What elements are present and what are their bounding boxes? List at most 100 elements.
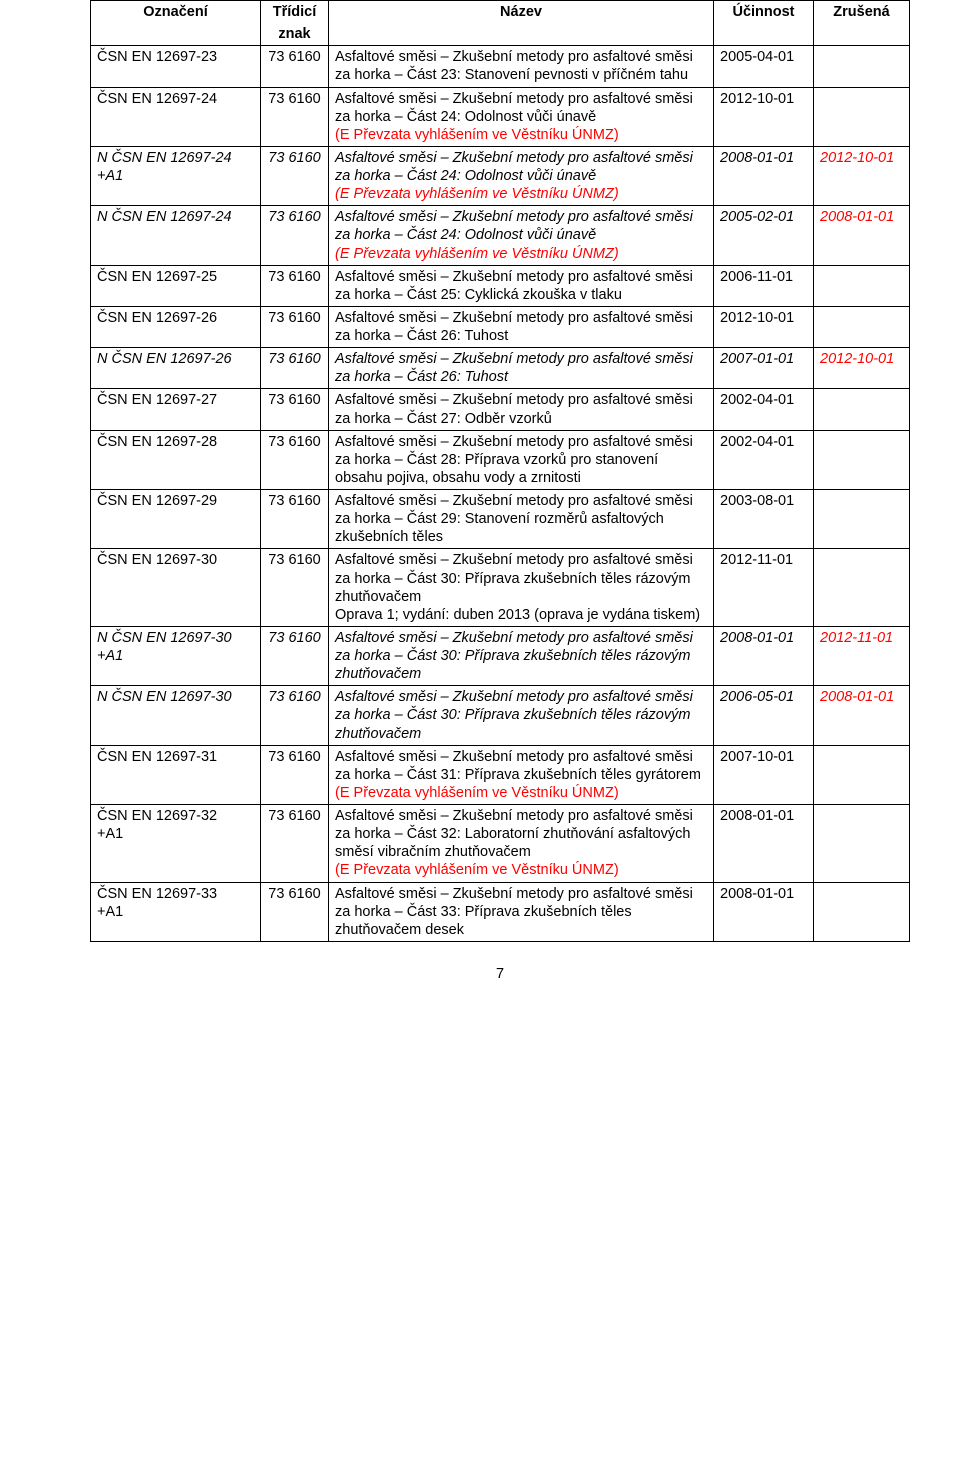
nazev-red-suffix: (E Převzata vyhlášením ve Věstníku ÚNMZ): [335, 246, 619, 262]
cell-tridici-znak: 73 6160: [261, 87, 329, 146]
nazev-text: Asfaltové směsi – Zkušební metody pro as…: [335, 630, 693, 682]
cell-tridici-znak: 73 6160: [261, 206, 329, 265]
cell-zrusena: [814, 87, 910, 146]
header-row-1: Označení Třídicí Název Účinnost Zrušená: [91, 1, 910, 24]
cell-zrusena: 2008-01-01: [814, 686, 910, 745]
nazev-text: Asfaltové směsi – Zkušební metody pro as…: [335, 310, 693, 344]
table-row: N ČSN EN 12697-2673 6160Asfaltové směsi …: [91, 348, 910, 389]
cell-nazev: Asfaltové směsi – Zkušební metody pro as…: [329, 805, 714, 883]
cell-tridici-znak: 73 6160: [261, 626, 329, 685]
nazev-text: Asfaltové směsi – Zkušební metody pro as…: [335, 269, 693, 303]
cell-ucinnost: 2012-10-01: [714, 87, 814, 146]
cell-oznaceni: N ČSN EN 12697-30 +A1: [91, 626, 261, 685]
nazev-text: Asfaltové směsi – Zkušební metody pro as…: [335, 150, 693, 184]
cell-zrusena: 2012-10-01: [814, 146, 910, 205]
cell-nazev: Asfaltové směsi – Zkušební metody pro as…: [329, 430, 714, 489]
cell-tridici-znak: 73 6160: [261, 430, 329, 489]
cell-zrusena: [814, 46, 910, 87]
header-tridici-1: Třídicí: [261, 1, 329, 24]
cell-tridici-znak: 73 6160: [261, 490, 329, 549]
cell-oznaceni: ČSN EN 12697-32 +A1: [91, 805, 261, 883]
cell-nazev: Asfaltové směsi – Zkušební metody pro as…: [329, 46, 714, 87]
cell-nazev: Asfaltové směsi – Zkušební metody pro as…: [329, 882, 714, 941]
cell-ucinnost: 2007-01-01: [714, 348, 814, 389]
table-head: Označení Třídicí Název Účinnost Zrušená …: [91, 1, 910, 46]
cell-oznaceni: N ČSN EN 12697-24: [91, 206, 261, 265]
nazev-red-suffix: (E Převzata vyhlášením ve Věstníku ÚNMZ): [335, 127, 619, 143]
page-number: 7: [90, 966, 910, 982]
cell-nazev: Asfaltové směsi – Zkušební metody pro as…: [329, 306, 714, 347]
cell-ucinnost: 2002-04-01: [714, 430, 814, 489]
cell-tridici-znak: 73 6160: [261, 146, 329, 205]
cell-tridici-znak: 73 6160: [261, 549, 329, 627]
table-row: N ČSN EN 12697-30 +A173 6160Asfaltové sm…: [91, 626, 910, 685]
cell-ucinnost: 2005-02-01: [714, 206, 814, 265]
cell-oznaceni: N ČSN EN 12697-30: [91, 686, 261, 745]
table-row: ČSN EN 12697-3073 6160Asfaltové směsi – …: [91, 549, 910, 627]
header-tridici-2: znak: [261, 23, 329, 46]
cell-zrusena: 2008-01-01: [814, 206, 910, 265]
cell-tridici-znak: 73 6160: [261, 389, 329, 430]
cell-oznaceni: N ČSN EN 12697-24 +A1: [91, 146, 261, 205]
header-zrusena: Zrušená: [814, 1, 910, 46]
cell-ucinnost: 2005-04-01: [714, 46, 814, 87]
cell-tridici-znak: 73 6160: [261, 306, 329, 347]
header-ucinnost: Účinnost: [714, 1, 814, 46]
nazev-text: Asfaltové směsi – Zkušební metody pro as…: [335, 209, 693, 243]
cell-zrusena: 2012-11-01: [814, 626, 910, 685]
cell-oznaceni: ČSN EN 12697-29: [91, 490, 261, 549]
cell-nazev: Asfaltové směsi – Zkušební metody pro as…: [329, 490, 714, 549]
cell-zrusena: [814, 549, 910, 627]
cell-ucinnost: 2006-11-01: [714, 265, 814, 306]
table-row: ČSN EN 12697-33 +A173 6160Asfaltové směs…: [91, 882, 910, 941]
cell-zrusena: [814, 265, 910, 306]
cell-ucinnost: 2002-04-01: [714, 389, 814, 430]
cell-ucinnost: 2008-01-01: [714, 882, 814, 941]
cell-nazev: Asfaltové směsi – Zkušební metody pro as…: [329, 686, 714, 745]
cell-ucinnost: 2008-01-01: [714, 146, 814, 205]
table-row: ČSN EN 12697-3173 6160Asfaltové směsi – …: [91, 745, 910, 804]
nazev-red-suffix: (E Převzata vyhlášením ve Věstníku ÚNMZ): [335, 862, 619, 878]
cell-nazev: Asfaltové směsi – Zkušební metody pro as…: [329, 146, 714, 205]
cell-oznaceni: ČSN EN 12697-24: [91, 87, 261, 146]
nazev-text: Asfaltové směsi – Zkušební metody pro as…: [335, 808, 693, 860]
cell-oznaceni: ČSN EN 12697-30: [91, 549, 261, 627]
cell-ucinnost: 2007-10-01: [714, 745, 814, 804]
cell-nazev: Asfaltové směsi – Zkušební metody pro as…: [329, 265, 714, 306]
table-row: ČSN EN 12697-2373 6160Asfaltové směsi – …: [91, 46, 910, 87]
cell-zrusena: 2012-10-01: [814, 348, 910, 389]
standards-table: Označení Třídicí Název Účinnost Zrušená …: [90, 0, 910, 942]
cell-nazev: Asfaltové směsi – Zkušební metody pro as…: [329, 348, 714, 389]
cell-tridici-znak: 73 6160: [261, 265, 329, 306]
nazev-text: Asfaltové směsi – Zkušební metody pro as…: [335, 886, 693, 938]
nazev-red-suffix: (E Převzata vyhlášením ve Věstníku ÚNMZ): [335, 186, 619, 202]
nazev-text: Asfaltové směsi – Zkušební metody pro as…: [335, 49, 693, 83]
cell-ucinnost: 2003-08-01: [714, 490, 814, 549]
cell-tridici-znak: 73 6160: [261, 805, 329, 883]
cell-zrusena: [814, 306, 910, 347]
nazev-text: Asfaltové směsi – Zkušební metody pro as…: [335, 493, 693, 545]
cell-oznaceni: ČSN EN 12697-27: [91, 389, 261, 430]
cell-tridici-znak: 73 6160: [261, 348, 329, 389]
nazev-text: Asfaltové směsi – Zkušební metody pro as…: [335, 434, 693, 486]
cell-zrusena: [814, 490, 910, 549]
cell-ucinnost: 2012-11-01: [714, 549, 814, 627]
cell-nazev: Asfaltové směsi – Zkušební metody pro as…: [329, 626, 714, 685]
cell-oznaceni: ČSN EN 12697-23: [91, 46, 261, 87]
header-nazev: Název: [329, 1, 714, 46]
cell-oznaceni: ČSN EN 12697-33 +A1: [91, 882, 261, 941]
cell-oznaceni: N ČSN EN 12697-26: [91, 348, 261, 389]
table-row: N ČSN EN 12697-24 +A173 6160Asfaltové sm…: [91, 146, 910, 205]
cell-zrusena: [814, 805, 910, 883]
nazev-text: Asfaltové směsi – Zkušební metody pro as…: [335, 749, 701, 783]
table-row: N ČSN EN 12697-2473 6160Asfaltové směsi …: [91, 206, 910, 265]
cell-tridici-znak: 73 6160: [261, 882, 329, 941]
nazev-red-suffix: (E Převzata vyhlášením ve Věstníku ÚNMZ): [335, 785, 619, 801]
table-row: ČSN EN 12697-2873 6160Asfaltové směsi – …: [91, 430, 910, 489]
cell-nazev: Asfaltové směsi – Zkušební metody pro as…: [329, 549, 714, 627]
table-row: ČSN EN 12697-2573 6160Asfaltové směsi – …: [91, 265, 910, 306]
cell-oznaceni: ČSN EN 12697-26: [91, 306, 261, 347]
table-row: N ČSN EN 12697-3073 6160Asfaltové směsi …: [91, 686, 910, 745]
nazev-text: Asfaltové směsi – Zkušební metody pro as…: [335, 392, 693, 426]
cell-zrusena: [814, 389, 910, 430]
